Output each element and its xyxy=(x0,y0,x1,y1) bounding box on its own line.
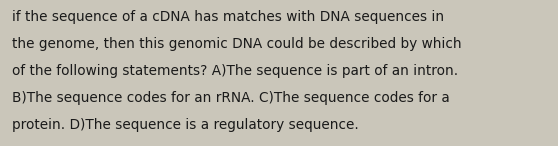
Text: B)The sequence codes for an rRNA. C)The sequence codes for a: B)The sequence codes for an rRNA. C)The … xyxy=(12,91,450,105)
Text: if the sequence of a cDNA has matches with DNA sequences in: if the sequence of a cDNA has matches wi… xyxy=(12,10,444,24)
Text: the genome, then this genomic DNA could be described by which: the genome, then this genomic DNA could … xyxy=(12,37,462,51)
Text: protein. D)The sequence is a regulatory sequence.: protein. D)The sequence is a regulatory … xyxy=(12,118,359,132)
Text: of the following statements? A)The sequence is part of an intron.: of the following statements? A)The seque… xyxy=(12,64,459,78)
